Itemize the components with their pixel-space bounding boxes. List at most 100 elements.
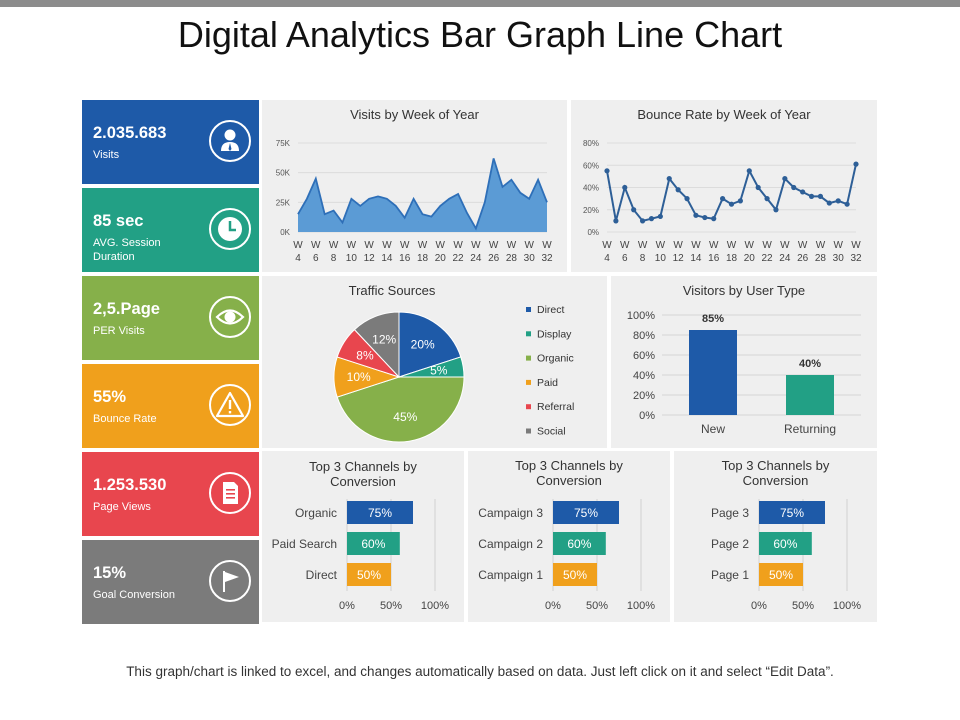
data-point — [791, 184, 797, 191]
x-tick-label-bottom: 4 — [295, 253, 301, 264]
x-tick-label-top: W — [798, 240, 808, 251]
data-point — [728, 201, 735, 207]
kpi-bounce-rate: 55% Bounce Rate — [82, 364, 259, 448]
x-tick-label-bottom: 6 — [313, 253, 319, 264]
x-tick-label: New — [701, 422, 725, 436]
x-tick-label-bottom: 16 — [399, 253, 411, 264]
legend-label: Paid — [537, 377, 558, 389]
kpi-value: 15% — [93, 564, 127, 582]
data-point — [773, 207, 779, 213]
pie-data-label: 20% — [411, 337, 435, 351]
traffic-sources-panel: Traffic Sources 20% 5% 45% 10% 8% 12% Direct Di… — [262, 276, 607, 448]
legend-label: Social — [537, 426, 566, 438]
chart-title: Traffic Sources — [348, 283, 436, 298]
data-point — [675, 187, 681, 193]
category-label: Page 2 — [711, 537, 749, 551]
data-point — [835, 198, 841, 204]
x-tick-label-top: W — [780, 240, 790, 251]
kpi-session-duration: 85 sec AVG. Session Duration — [82, 188, 259, 272]
data-point — [657, 213, 663, 220]
x-tick-label-bottom: 6 — [622, 253, 628, 264]
x-tick-label: 100% — [833, 600, 861, 612]
page-title: Digital Analytics Bar Graph Line Chart — [177, 14, 783, 55]
series-line — [606, 163, 857, 223]
kpi-label: Goal Conversion — [93, 589, 175, 601]
bar-data-label: 75% — [574, 506, 598, 520]
data-point — [853, 161, 859, 167]
x-tick-label-top: W — [638, 240, 648, 251]
bar-data-label: 50% — [769, 568, 793, 582]
data-point — [613, 218, 619, 224]
channels-panel-2: Top 3 Channels by Conversion 0% 50% 100% 75… — [468, 451, 670, 622]
x-tick-label-bottom: 30 — [833, 253, 845, 264]
pie-data-label: 45% — [393, 410, 417, 424]
bounce-rate-panel: Bounce Rate by Week of Year 0% 20% 40% 60% 8… — [571, 100, 877, 272]
eye-icon — [209, 296, 251, 338]
x-tick-label-bottom: 14 — [381, 253, 393, 264]
bounce-rate-line-chart: 0%20%40%60%80%W4W6W8W10W12W14W16W18W20W2… — [583, 139, 862, 264]
y-tick-label: 100% — [627, 310, 655, 322]
chart-title: Bounce Rate by Week of Year — [637, 107, 811, 122]
data-point — [782, 176, 788, 182]
y-tick-label: 20% — [633, 390, 655, 402]
x-tick-label-bottom: 10 — [346, 253, 358, 264]
x-tick-label-bottom: 24 — [779, 253, 791, 264]
kpi-pages-per-visit: 2,5.Page PER Visits — [82, 276, 259, 360]
pie-slice — [398, 311, 462, 378]
x-tick-label-bottom: 8 — [331, 253, 337, 264]
bar-data-label: 60% — [773, 537, 797, 551]
data-point — [631, 207, 637, 213]
x-tick-label-top: W — [816, 240, 826, 251]
legend-swatch — [526, 331, 531, 337]
pie-slice — [353, 311, 400, 379]
bar-data-label: 60% — [361, 537, 385, 551]
bar-data-label: 50% — [563, 568, 587, 582]
data-point — [737, 198, 743, 204]
y-tick-label: 60% — [583, 161, 599, 170]
x-tick-label-top: W — [507, 240, 517, 251]
x-tick-label-top: W — [691, 240, 701, 251]
data-point — [826, 200, 832, 206]
x-tick-label-top: W — [620, 240, 630, 251]
chart-title: Top 3 Channels by Conversion — [515, 458, 623, 488]
y-tick-label: 50K — [276, 169, 291, 178]
legend-label: Referral — [537, 401, 574, 413]
x-tick-label-bottom: 18 — [417, 253, 429, 264]
x-tick-label: 50% — [792, 600, 814, 612]
x-tick-label-top: W — [347, 240, 357, 251]
chart-title: Visitors by User Type — [682, 283, 806, 298]
x-tick-label-top: W — [453, 240, 463, 251]
x-tick-label-bottom: 18 — [726, 253, 738, 264]
series-area — [298, 158, 547, 232]
flag-icon — [209, 560, 251, 602]
x-tick-label: 0% — [751, 600, 767, 612]
x-tick-label-bottom: 22 — [453, 253, 465, 264]
x-tick-label-top: W — [745, 240, 755, 251]
data-point — [604, 168, 610, 174]
x-tick-label-bottom: 26 — [797, 253, 809, 264]
x-tick-label-top: W — [418, 240, 428, 251]
x-tick-label-bottom: 16 — [708, 253, 720, 264]
kpi-value: 2.035.683 — [93, 124, 167, 142]
data-point — [720, 196, 726, 202]
data-point — [800, 189, 806, 195]
legend-label: Direct — [537, 304, 565, 316]
x-tick-label-top: W — [293, 240, 303, 251]
top-accent-bar — [0, 0, 960, 7]
x-tick-label: 50% — [586, 600, 608, 612]
y-tick-label: 75K — [276, 139, 291, 148]
kpi-value: 55% — [93, 388, 127, 406]
visits-area-chart: 0K25K50K75KW4W6W8W10W12W14W16W18W20W22W2… — [276, 139, 553, 264]
x-tick-label-bottom: 32 — [541, 253, 553, 264]
channels-bar-chart-2: 0% 50% 100% 75% Campaign 3 60% Campaign 2 50% Ca… — [478, 499, 655, 612]
legend-swatch — [526, 428, 531, 434]
legend-swatch — [526, 307, 531, 312]
channels-bar-chart-3: 0% 50% 100% 75% Page 3 60% Page 2 50% Page 1 — [711, 499, 861, 612]
x-tick-label-top: W — [727, 240, 737, 251]
chart-title: Top 3 Channels by Conversion — [721, 458, 830, 488]
chart-title: Visits by Week of Year — [350, 107, 479, 122]
kpi-value: 2,5.Page — [93, 300, 160, 318]
bar — [347, 563, 391, 586]
y-tick-label: 25K — [276, 198, 291, 207]
bar-data-label: 75% — [368, 506, 392, 520]
